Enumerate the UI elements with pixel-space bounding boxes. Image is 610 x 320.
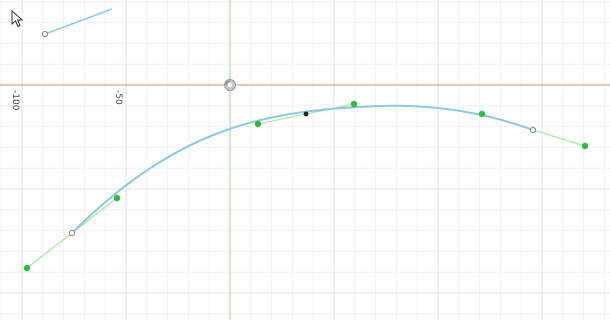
control-point[interactable] xyxy=(254,120,262,128)
control-point[interactable] xyxy=(478,110,486,118)
origin-gizmo-icon[interactable] xyxy=(224,79,236,91)
spline-handles xyxy=(26,103,586,269)
selected-spline-point[interactable] xyxy=(303,111,309,117)
x-tick-label-minus-50: -50 xyxy=(113,90,123,105)
control-point[interactable] xyxy=(350,100,358,108)
spline-knot[interactable] xyxy=(529,126,537,134)
control-point[interactable] xyxy=(23,264,31,272)
spline-fragment-line[interactable] xyxy=(44,8,113,35)
mouse-pointer-icon xyxy=(11,10,24,28)
control-point[interactable] xyxy=(113,194,121,202)
spline-curve[interactable] xyxy=(71,104,534,234)
control-point[interactable] xyxy=(581,142,589,150)
spline-knot[interactable] xyxy=(68,229,76,237)
spline-knot[interactable] xyxy=(41,30,49,38)
handle-line xyxy=(26,232,73,269)
handle-line xyxy=(257,113,307,125)
handle-line xyxy=(532,129,586,147)
spline-points[interactable] xyxy=(23,100,589,272)
handle-line xyxy=(71,197,118,234)
x-tick-label-minus-100: -100 xyxy=(10,90,20,111)
spline-fragment-top[interactable] xyxy=(41,8,113,38)
